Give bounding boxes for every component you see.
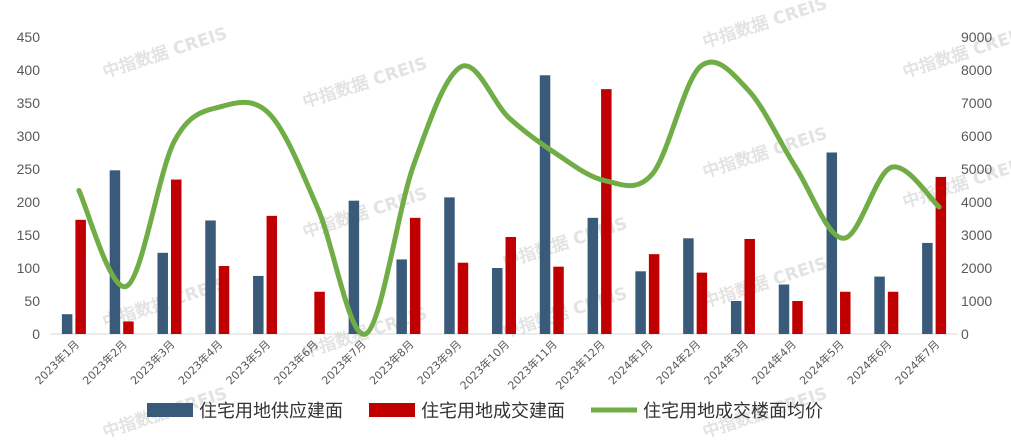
legend: 住宅用地供应建面 住宅用地成交建面 住宅用地成交楼面均价 xyxy=(147,401,823,422)
bar-supply xyxy=(874,276,885,334)
watermark-text: 中指数据 CREIS xyxy=(700,123,830,183)
y-left-tick-label: 150 xyxy=(17,227,41,243)
x-tick-label: 2023年10月 xyxy=(457,337,512,392)
bar-deal xyxy=(840,291,851,334)
y-right-tick-label: 0 xyxy=(961,326,969,342)
y-right-tick-label: 4000 xyxy=(961,194,992,210)
bar-deal xyxy=(553,266,564,334)
x-axis-ticks: 2023年1月2023年2月2023年3月2023年4月2023年5月2023年… xyxy=(32,337,942,392)
bar-deal xyxy=(75,219,86,334)
bar-supply xyxy=(253,275,264,334)
y-left-tick-label: 350 xyxy=(17,95,41,111)
legend-swatch-deal xyxy=(369,403,415,417)
watermark-text: 中指数据 CREIS xyxy=(700,0,830,53)
price-line xyxy=(76,59,942,337)
y-right-tick-label: 1000 xyxy=(961,293,992,309)
x-tick-label: 2023年2月 xyxy=(80,337,130,387)
bar-deal xyxy=(409,217,421,334)
y-right-tick-label: 8000 xyxy=(961,62,992,78)
bar-supply xyxy=(922,242,933,334)
y-axis-left: 0 50 100 150 200 250 300 350 400 450 xyxy=(17,29,41,342)
watermark-text: 中指数据 CREIS xyxy=(700,253,830,313)
bar-supply xyxy=(492,268,503,334)
bar-deal xyxy=(457,262,469,334)
x-tick-label: 2024年5月 xyxy=(796,337,846,387)
y-left-tick-label: 450 xyxy=(17,29,41,45)
bar-supply xyxy=(205,220,216,334)
x-tick-label: 2023年5月 xyxy=(223,337,273,387)
watermark-text: 中指数据 CREIS xyxy=(900,23,1011,83)
bar-deal xyxy=(505,236,516,334)
legend-label-deal: 住宅用地成交建面 xyxy=(421,401,565,422)
x-tick-label: 2024年6月 xyxy=(844,337,894,387)
x-tick-label: 2024年3月 xyxy=(701,337,751,387)
bar-deal xyxy=(887,291,899,334)
x-tick-label: 2023年1月 xyxy=(32,337,82,387)
x-tick-label: 2023年11月 xyxy=(505,337,560,392)
legend-label-supply: 住宅用地供应建面 xyxy=(199,401,343,422)
bar-deal xyxy=(648,254,660,334)
x-tick-label: 2023年9月 xyxy=(414,337,464,387)
x-tick-label: 2023年8月 xyxy=(366,337,416,387)
y-right-tick-label: 5000 xyxy=(961,161,992,177)
bars-layer xyxy=(61,75,947,334)
bar-deal xyxy=(935,176,947,334)
y-right-tick-label: 2000 xyxy=(961,260,992,276)
bar-supply xyxy=(61,314,73,334)
x-tick-label: 2024年1月 xyxy=(605,337,655,387)
bar-supply xyxy=(348,200,360,334)
bar-deal xyxy=(123,321,134,334)
x-tick-label: 2023年6月 xyxy=(271,337,321,387)
bar-deal xyxy=(792,301,803,334)
bar-supply xyxy=(635,271,646,334)
bar-deal xyxy=(170,179,182,334)
bar-deal xyxy=(266,215,278,334)
y-right-tick-label: 7000 xyxy=(961,95,992,111)
y-left-tick-label: 100 xyxy=(17,260,41,276)
y-left-tick-label: 400 xyxy=(17,62,41,78)
x-tick-label: 2023年3月 xyxy=(127,337,177,387)
bar-deal xyxy=(744,238,755,334)
bar-deal xyxy=(314,291,325,334)
watermark-text: 中指数据 CREIS xyxy=(300,53,430,113)
bar-supply xyxy=(109,170,121,334)
bar-supply xyxy=(396,259,407,334)
bar-supply xyxy=(444,197,455,334)
bar-deal xyxy=(601,89,612,334)
y-left-tick-label: 50 xyxy=(24,293,40,309)
bar-supply xyxy=(826,152,838,334)
x-tick-label: 2023年4月 xyxy=(175,337,225,387)
bar-supply xyxy=(539,75,551,334)
y-right-tick-label: 6000 xyxy=(961,128,992,144)
bar-supply xyxy=(587,217,599,334)
bar-supply xyxy=(730,301,742,334)
y-left-tick-label: 200 xyxy=(17,194,41,210)
watermark-text: 中指数据 CREIS xyxy=(100,23,230,83)
bar-deal xyxy=(696,272,708,334)
bar-supply xyxy=(778,284,790,334)
bar-supply xyxy=(157,252,168,334)
y-right-tick-label: 9000 xyxy=(961,29,992,45)
y-axis-right: 0 1000 2000 3000 4000 5000 6000 7000 8000 9000 xyxy=(961,29,992,342)
y-left-tick-label: 0 xyxy=(32,326,40,342)
y-right-tick-label: 3000 xyxy=(961,227,992,243)
y-left-tick-label: 250 xyxy=(17,161,41,177)
x-tick-label: 2024年7月 xyxy=(892,337,942,387)
x-tick-label: 2024年4月 xyxy=(749,337,799,387)
legend-label-price: 住宅用地成交楼面均价 xyxy=(643,401,823,422)
y-left-tick-label: 300 xyxy=(17,128,41,144)
x-tick-label: 2024年2月 xyxy=(653,337,703,387)
bar-deal xyxy=(218,266,230,334)
x-tick-label: 2023年12月 xyxy=(553,337,608,392)
legend-swatch-supply xyxy=(147,403,193,417)
bar-supply xyxy=(683,238,694,334)
